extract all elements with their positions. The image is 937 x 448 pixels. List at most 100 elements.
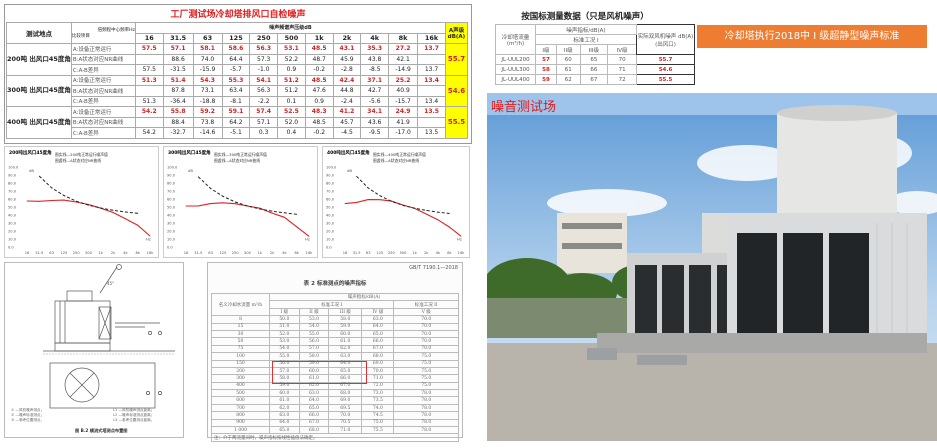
value-cell bbox=[134, 116, 164, 128]
value-cell: 48.5 bbox=[304, 116, 334, 128]
data-point bbox=[284, 212, 285, 214]
y-tick-label: 10.0 bbox=[8, 238, 17, 242]
x-tick-label: 125 bbox=[376, 251, 383, 255]
table-row: 400吨 出风口45度角 A:设备正常运行 54.2 55.8 59.2 59.1 57.4… bbox=[6, 106, 468, 139]
flow-cell: 400 bbox=[211, 381, 270, 391]
y-axis-label: dB bbox=[29, 168, 34, 173]
table-row: 8 50.0 53.0 58.0 63.0 70.0 bbox=[211, 315, 459, 324]
value-cell: 51.2 bbox=[277, 85, 306, 97]
a-level-cell: 54.6 bbox=[445, 74, 468, 107]
value-cell bbox=[134, 85, 164, 97]
flow-cell: 200 bbox=[211, 366, 270, 376]
y-tick-label: 0.0 bbox=[326, 246, 332, 250]
y-tick-label: 50.0 bbox=[326, 206, 335, 210]
value-cell: 48.3 bbox=[304, 106, 334, 118]
value-cell: -31.5 bbox=[162, 64, 194, 76]
photo-label: 噪音测试场 bbox=[491, 100, 557, 115]
location-cell: 300吨 出风口45度角 bbox=[6, 74, 72, 107]
a-level-header: A声级dB(A) bbox=[445, 22, 468, 44]
header-row: 名义冷却水流量 m³/h 噪声指标/dB(A) bbox=[211, 292, 459, 317]
table-row: B:A状态对应NR曲线 88.6 74.0 64.4 57.3 52.2 48.7 45.9 4… bbox=[7, 53, 468, 65]
value-cell: 25.2 bbox=[388, 74, 419, 86]
x-tick-label: 31.5 bbox=[353, 251, 361, 255]
y-tick-label: 100.0 bbox=[326, 166, 337, 170]
data-point bbox=[38, 200, 40, 202]
data-point bbox=[437, 211, 439, 213]
noise-header: 噪声指标/dB(A) bbox=[535, 24, 637, 35]
value-cell: 70.0 bbox=[393, 322, 459, 331]
standard-code: GB/T 7190.1—2018 bbox=[409, 265, 458, 271]
value-cell: 52.2 bbox=[277, 53, 306, 65]
data-point bbox=[137, 212, 139, 214]
grade-header: IV级 bbox=[607, 44, 637, 55]
data-point bbox=[367, 187, 369, 189]
flow-cell: 100 bbox=[211, 352, 270, 361]
data-point bbox=[308, 235, 310, 237]
y-tick-label: 0.0 bbox=[8, 246, 14, 250]
value-cell: 63.0 bbox=[269, 411, 300, 420]
factory-noise-panel: 工厂测试场冷却塔排风口自检噪声 测试地点 倍频程中心频率Hz 比较项目 噪声频谱声压级… bbox=[4, 4, 472, 144]
value-cell: 73.1 bbox=[192, 85, 223, 97]
x-tick-label: 2k bbox=[270, 251, 275, 255]
value-cell: 65.0 bbox=[269, 426, 300, 435]
value-cell: 64.0 bbox=[361, 322, 395, 331]
value-cell: 70.0 bbox=[393, 329, 459, 339]
y-tick-label: 90.0 bbox=[8, 174, 17, 178]
value-cell: 75.0 bbox=[393, 381, 459, 391]
grade-header: III 级 bbox=[328, 307, 363, 317]
diagram-legend-right-3: L3 —参考位置测点距离。 bbox=[113, 417, 154, 422]
value-cell: 54.3 bbox=[192, 74, 223, 86]
value-cell: -5.6 bbox=[360, 95, 390, 107]
data-point bbox=[112, 212, 114, 213]
value-cell: -2.4 bbox=[332, 95, 362, 107]
value-cell: 43.8 bbox=[360, 53, 390, 65]
x-tick-label: 16k bbox=[147, 251, 155, 255]
value-cell: 62.0 bbox=[269, 403, 300, 413]
nr-curve-line bbox=[197, 176, 297, 215]
value-cell: 64.4 bbox=[221, 53, 251, 65]
value-cell bbox=[134, 53, 164, 65]
data-point bbox=[112, 209, 114, 211]
grade-value: 72 bbox=[607, 74, 637, 85]
data-point bbox=[367, 199, 369, 201]
table-row: 15 51.0 54.0 59.0 64.0 70.0 bbox=[211, 322, 459, 331]
freq-250: 250 bbox=[249, 32, 279, 44]
value-cell: 13.7 bbox=[417, 43, 446, 55]
data-point bbox=[63, 195, 65, 196]
grade-value: 67 bbox=[579, 74, 609, 85]
x-tick-label: 125 bbox=[219, 251, 226, 255]
flow-cell: 30 bbox=[211, 329, 270, 339]
value-cell: 13.5 bbox=[417, 106, 446, 118]
chart-200t: 200吨出风口45度角 图实线—200吨正常运行噪声值 图虚线—A状态对应NR曲线 0… bbox=[4, 146, 159, 258]
value-cell: 13.7 bbox=[417, 64, 446, 76]
data-point bbox=[100, 207, 102, 209]
data-point bbox=[222, 202, 224, 204]
x-tick-label: 8k bbox=[136, 251, 141, 255]
value-cell: 41.2 bbox=[332, 106, 362, 118]
value-cell: 0.3 bbox=[249, 127, 279, 139]
value-cell: 63.0 bbox=[298, 389, 330, 398]
value-cell: 51.3 bbox=[134, 74, 164, 86]
flow-cell: 15 bbox=[211, 322, 270, 331]
y-tick-label: 30.0 bbox=[326, 222, 335, 226]
y-tick-label: 30.0 bbox=[8, 222, 17, 226]
table-row: B:A状态对应NR曲线 87.8 73.1 63.4 56.3 51.2 47.6 44.8 4… bbox=[7, 85, 468, 97]
table-row: 500 60.0 63.0 68.0 73.0 78.0 bbox=[211, 389, 459, 398]
value-cell: 48.5 bbox=[304, 74, 334, 86]
gb-standard-excerpt: GB/T 7190.1—2018 表 2 标准测点的噪声指标 名义冷却水流量 m… bbox=[207, 262, 463, 442]
diagram-caption: 图 B.2 横流式塔测点布置图 bbox=[75, 427, 128, 434]
x-axis-label: Hz bbox=[305, 237, 310, 242]
y-tick-label: 70.0 bbox=[326, 190, 335, 194]
data-point bbox=[425, 210, 427, 211]
value-cell: 71.0 bbox=[328, 426, 363, 435]
value-cell: -15.9 bbox=[192, 64, 223, 76]
model-cell: JL-UUL200 bbox=[495, 54, 536, 65]
value-cell: 0.9 bbox=[277, 64, 306, 76]
y-tick-label: 60.0 bbox=[167, 198, 176, 202]
table-row: JL-UUL300 58 61 66 71 54.6 bbox=[495, 64, 695, 75]
data-point bbox=[38, 175, 40, 177]
table-note: 注：介于两流量间时，噪声指标按线性插值法确定。 bbox=[211, 433, 459, 442]
value-cell: 42.4 bbox=[332, 74, 362, 86]
value-cell: 13.4 bbox=[417, 74, 446, 86]
x-tick-label: 8k bbox=[447, 251, 452, 255]
